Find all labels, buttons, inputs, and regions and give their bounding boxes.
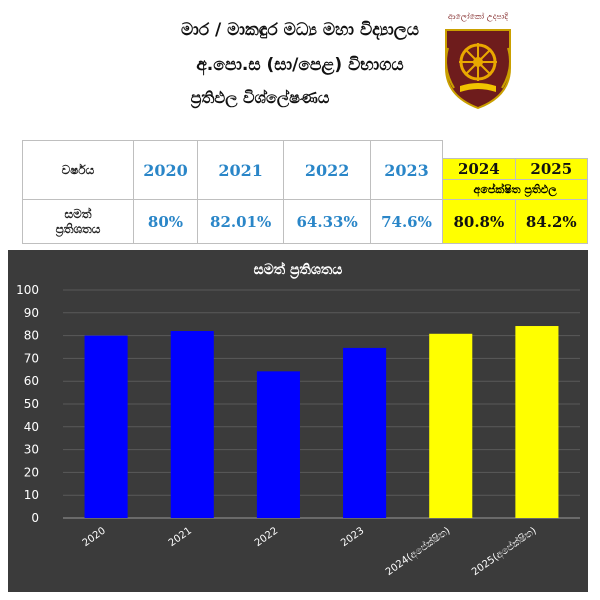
bar-2023: [343, 347, 387, 518]
pct-2022: 64.33%: [283, 199, 371, 244]
y-tick-label: 20: [24, 465, 39, 479]
y-tick-label: 50: [24, 397, 39, 411]
y-axis-ticks: 0 10 20 30 40 50 60 70 80 90 100: [16, 283, 39, 525]
y-tick-label: 60: [24, 374, 39, 388]
x-tick-label: 2023: [339, 525, 366, 549]
x-tick-label: 2021: [167, 525, 194, 549]
bar-2022: [256, 371, 300, 518]
bar-2025(අපේක්ෂිත): [515, 326, 559, 518]
pct-2021: 82.01%: [196, 199, 285, 244]
gridlines: [63, 289, 580, 519]
pct-2023: 74.6%: [369, 199, 444, 244]
x-tick-label: 2022: [253, 525, 280, 549]
pass-rate-label-line1: සමත්: [64, 206, 92, 221]
y-tick-label: 30: [24, 443, 39, 457]
year-2020: 2020: [133, 140, 198, 200]
y-tick-label: 90: [24, 306, 39, 320]
pass-rate-chart: සමත් ප්‍රතිශතය 0 10 20 30 40 50 60 70 80 90 100 20…: [8, 250, 588, 592]
school-crest-logo: [445, 29, 511, 110]
year-2022: 2022: [283, 140, 371, 200]
x-axis-ticks: 2020 2021 2022 2023 2024(අපේක්ෂිත) 2025(අපේක්…: [81, 524, 539, 578]
exam-name: අ.පො.ස (සා/පෙළ) විභාගය: [196, 55, 404, 75]
bar-2021: [170, 331, 214, 518]
crest-motto: ආලෝකෝ උදපාදි: [448, 12, 508, 21]
x-tick-label: 2025(අපේක්ෂිත): [469, 524, 539, 578]
header: මාර / මාකඳුර මධ්‍ය මහා විද්‍යාලය අ.පො.ස …: [0, 0, 600, 130]
pass-rate-label-line2: ප්‍රතිශතය: [55, 221, 101, 236]
page-title: ප්‍රතිඵල විශ්ලේෂණය: [190, 88, 330, 107]
y-tick-label: 10: [24, 488, 39, 502]
chart-svg: සමත් ප්‍රතිශතය 0 10 20 30 40 50 60 70 80 90 100 20…: [16, 261, 580, 578]
y-tick-label: 100: [16, 283, 39, 297]
bars: [84, 326, 559, 518]
chart-title: සමත් ප්‍රතිශතය: [254, 261, 343, 280]
y-tick-label: 70: [24, 351, 39, 365]
pct-2020: 80%: [133, 199, 198, 244]
year-2023: 2023: [369, 140, 444, 200]
expected-results-label: අපේක්ෂිත ප්‍රතිඵල: [442, 179, 588, 200]
school-name: මාර / මාකඳුර මධ්‍ය මහා විද්‍යාලය: [181, 20, 419, 40]
pass-rate-row-label: සමත් ප්‍රතිශතය: [22, 199, 134, 244]
year-2025: 2025: [514, 158, 589, 180]
pct-2025: 84.2%: [514, 199, 589, 244]
results-table: වර්ෂය 2020 2021 2022 2023 2024 2025 අපේක…: [22, 140, 589, 244]
y-tick-label: 40: [24, 420, 39, 434]
bar-2020: [84, 335, 128, 518]
pct-2024: 80.8%: [442, 199, 516, 244]
y-tick-label: 0: [31, 511, 39, 525]
bar-2024(අපේක්ෂිත): [429, 333, 473, 518]
year-2021: 2021: [196, 140, 285, 200]
year-row-label: වර්ෂය: [22, 140, 134, 200]
year-2024: 2024: [442, 158, 516, 180]
x-tick-label: 2024(අපේක්ෂිත): [383, 524, 453, 578]
x-tick-label: 2020: [81, 525, 108, 549]
y-tick-label: 80: [24, 329, 39, 343]
